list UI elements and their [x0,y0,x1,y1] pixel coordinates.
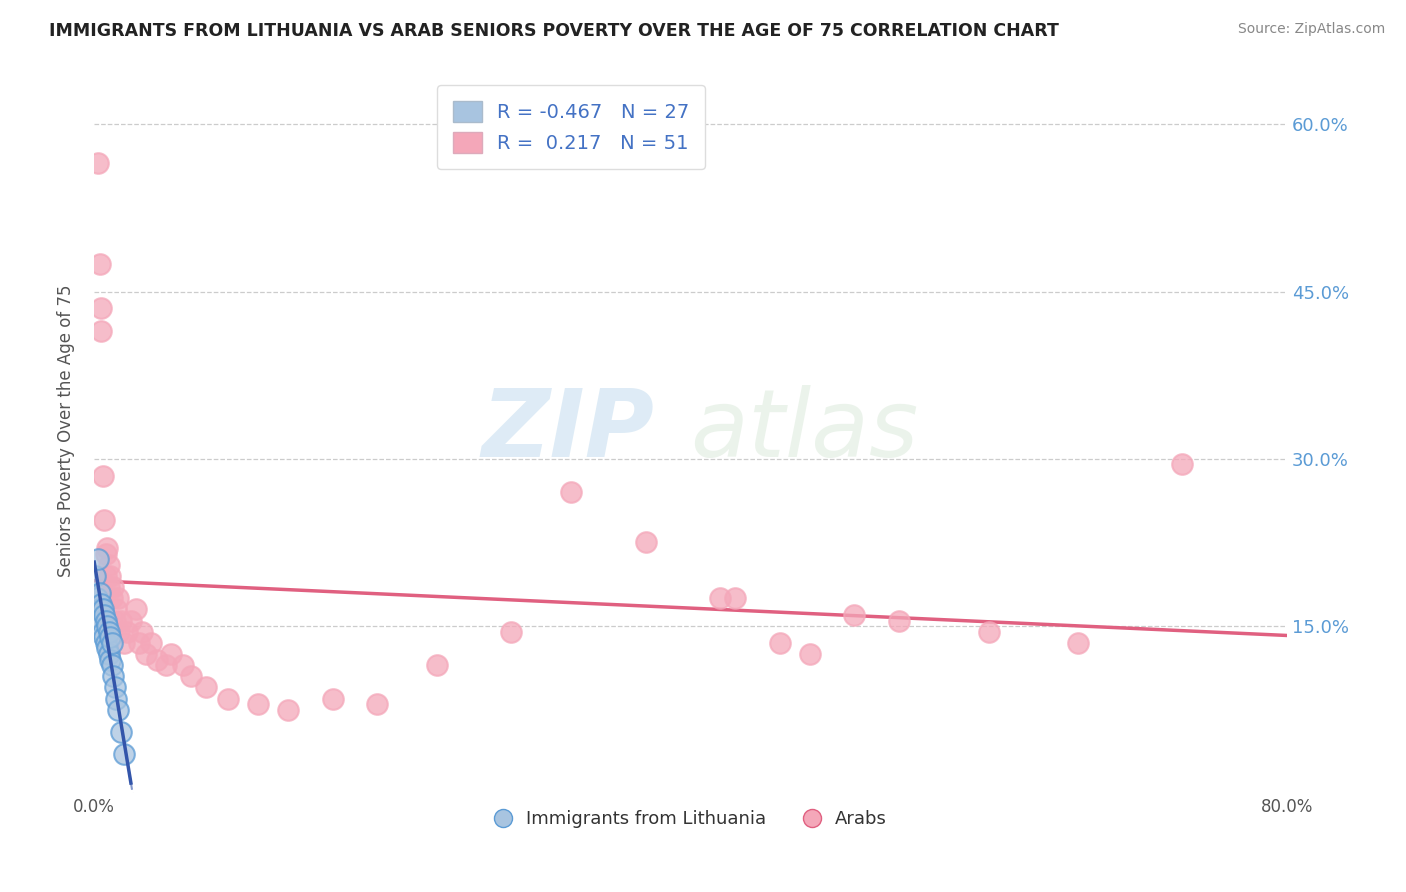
Point [105,602,128,616]
Point [89,585,111,599]
Text: atlas: atlas [690,385,918,476]
Point [769,636,792,650]
Point [96,541,118,555]
Point [125,602,148,616]
Point [91,468,114,483]
Point [94,569,117,583]
Point [94,614,117,628]
Point [97,580,120,594]
Point [501,624,523,639]
Point [172,658,194,673]
Point [560,485,582,500]
Point [97,624,120,639]
Point [724,591,747,606]
Point [366,697,388,711]
Point [93,513,115,527]
Point [277,703,299,717]
Point [105,691,128,706]
Point [426,658,449,673]
Legend: Immigrants from Lithuania, Arabs: Immigrants from Lithuania, Arabs [486,803,894,835]
Point [98,630,121,644]
Point [89,257,111,271]
Point [246,697,269,711]
Point [112,747,135,762]
Point [96,619,118,633]
Point [1171,458,1194,472]
Point [91,624,114,639]
Point [155,658,177,673]
Point [194,681,217,695]
Text: ZIP: ZIP [482,385,655,477]
Point [98,569,121,583]
Point [87,156,110,170]
Point [977,624,1000,639]
Point [112,636,135,650]
Point [103,669,125,683]
Point [107,591,129,606]
Point [1067,636,1090,650]
Point [889,614,911,628]
Point [180,669,202,683]
Point [86,591,108,606]
Point [128,636,150,650]
Point [97,647,120,661]
Text: Source: ZipAtlas.com: Source: ZipAtlas.com [1237,22,1385,37]
Point [87,552,110,566]
Point [120,614,142,628]
Point [90,301,112,316]
Point [135,647,157,661]
Y-axis label: Seniors Poverty Over the Age of 75: Seniors Poverty Over the Age of 75 [58,285,75,577]
Point [101,658,124,673]
Point [321,691,343,706]
Point [108,624,131,639]
Point [160,647,183,661]
Point [110,614,132,628]
Point [103,580,125,594]
Point [844,607,866,622]
Point [115,624,138,639]
Point [145,652,167,666]
Point [101,636,124,650]
Point [93,630,115,644]
Point [84,569,107,583]
Point [634,535,657,549]
Point [94,636,117,650]
Point [104,681,127,695]
Point [101,591,124,606]
Point [90,597,112,611]
Point [799,647,821,661]
Point [217,691,239,706]
Point [139,636,162,650]
Point [96,641,118,656]
Point [104,614,127,628]
Point [709,591,731,606]
Text: IMMIGRANTS FROM LITHUANIA VS ARAB SENIORS POVERTY OVER THE AGE OF 75 CORRELATION: IMMIGRANTS FROM LITHUANIA VS ARAB SENIOR… [49,22,1059,40]
Point [131,624,153,639]
Point [91,602,114,616]
Point [97,558,120,572]
Point [94,547,117,561]
Point [110,725,132,739]
Point [90,324,112,338]
Point [90,614,112,628]
Point [89,602,111,616]
Point [93,607,115,622]
Point [98,652,121,666]
Point [107,703,129,717]
